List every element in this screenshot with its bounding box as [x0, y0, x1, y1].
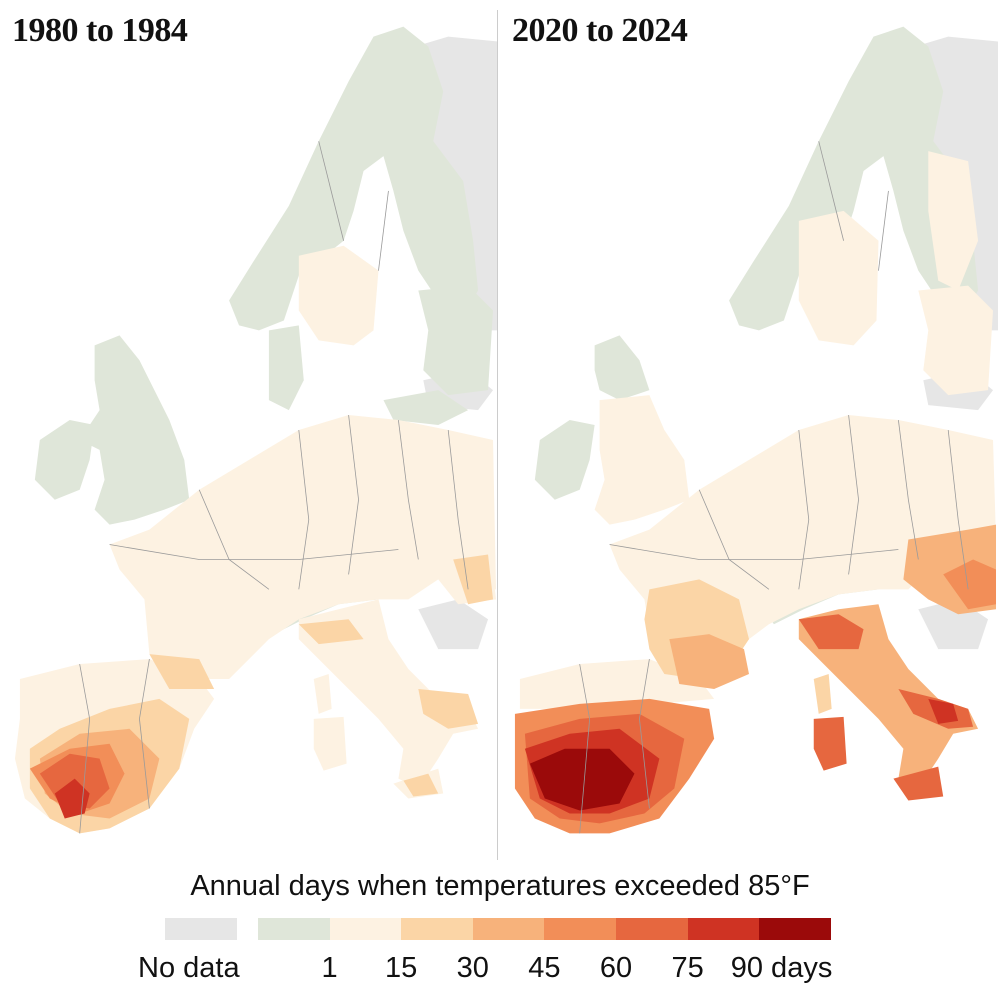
finland-south — [928, 151, 979, 291]
legend-swatch-3 — [401, 918, 474, 940]
panel-divider — [497, 10, 498, 860]
scandinavia — [229, 26, 479, 331]
denmark — [268, 325, 304, 411]
hungary-30 — [453, 554, 494, 605]
legend-swatch-5 — [544, 918, 617, 940]
balkans-no-data — [418, 599, 489, 650]
british-isles — [79, 335, 190, 525]
legend-label-no-data: No data — [138, 952, 240, 984]
borders — [79, 141, 469, 834]
iberia-90 — [529, 748, 635, 811]
legend-swatch-8 — [759, 918, 832, 940]
sardinia — [813, 716, 847, 771]
map-panel-2020-2024: 2020 to 2024 — [500, 0, 998, 860]
borders — [579, 141, 969, 834]
legend-swatch-1 — [258, 918, 331, 940]
italy-30 — [418, 688, 479, 729]
england — [594, 395, 690, 525]
france-south-45 — [669, 634, 749, 689]
legend-tick-label: 15 — [385, 952, 418, 984]
legend-labels: No data 1 15 30 45 60 75 90 days — [0, 952, 1000, 992]
sicily-30 — [403, 773, 439, 797]
italy-north-30 — [298, 619, 364, 645]
italy-north-60 — [798, 614, 864, 650]
corsica — [313, 674, 332, 714]
legend-tick-label: 90 days — [730, 952, 833, 984]
scotland — [594, 335, 650, 401]
legend-title: Annual days when temperatures exceeded 8… — [190, 870, 810, 902]
legend-swatches — [0, 918, 1000, 942]
italy — [798, 604, 979, 789]
puglia-75 — [928, 698, 959, 724]
legend-tick-label: 30 — [456, 952, 489, 984]
baltic-states — [918, 285, 994, 396]
ireland — [534, 420, 595, 500]
panel-title: 1980 to 1984 — [12, 12, 188, 49]
legend-tick-label: 45 — [528, 952, 561, 984]
sweden-south — [298, 245, 379, 346]
italy — [298, 599, 479, 789]
legend-tick-label: 75 — [671, 952, 704, 984]
legend-swatch-4 — [472, 918, 545, 940]
iberia-90 — [54, 778, 90, 819]
heat-regions — [514, 524, 997, 834]
scandinavia — [729, 26, 979, 331]
map-panel-1980-1984: 1980 to 1984 — [0, 0, 498, 860]
legend-swatch-7 — [687, 918, 760, 940]
corsica — [813, 674, 832, 714]
ireland — [34, 420, 95, 500]
europe-map-2020-2024 — [514, 26, 998, 834]
poland-north — [383, 390, 469, 426]
heat-regions — [29, 554, 494, 834]
sicily — [893, 766, 944, 801]
central-europe — [109, 415, 497, 679]
france-south-30 — [149, 654, 215, 689]
europe-map-1980-1984 — [14, 26, 498, 834]
baltic-states — [418, 285, 494, 396]
legend-tick-label: 60 — [599, 952, 633, 984]
sardinia — [313, 716, 347, 771]
hungary-60 — [943, 559, 997, 610]
legend-swatch-6 — [616, 918, 689, 940]
legend-swatch-2 — [329, 918, 402, 940]
legend-swatch-no-data — [165, 918, 237, 940]
sweden-south — [798, 210, 879, 346]
legend-tick-label: 1 — [321, 952, 338, 984]
panel-title: 2020 to 2024 — [512, 12, 688, 49]
